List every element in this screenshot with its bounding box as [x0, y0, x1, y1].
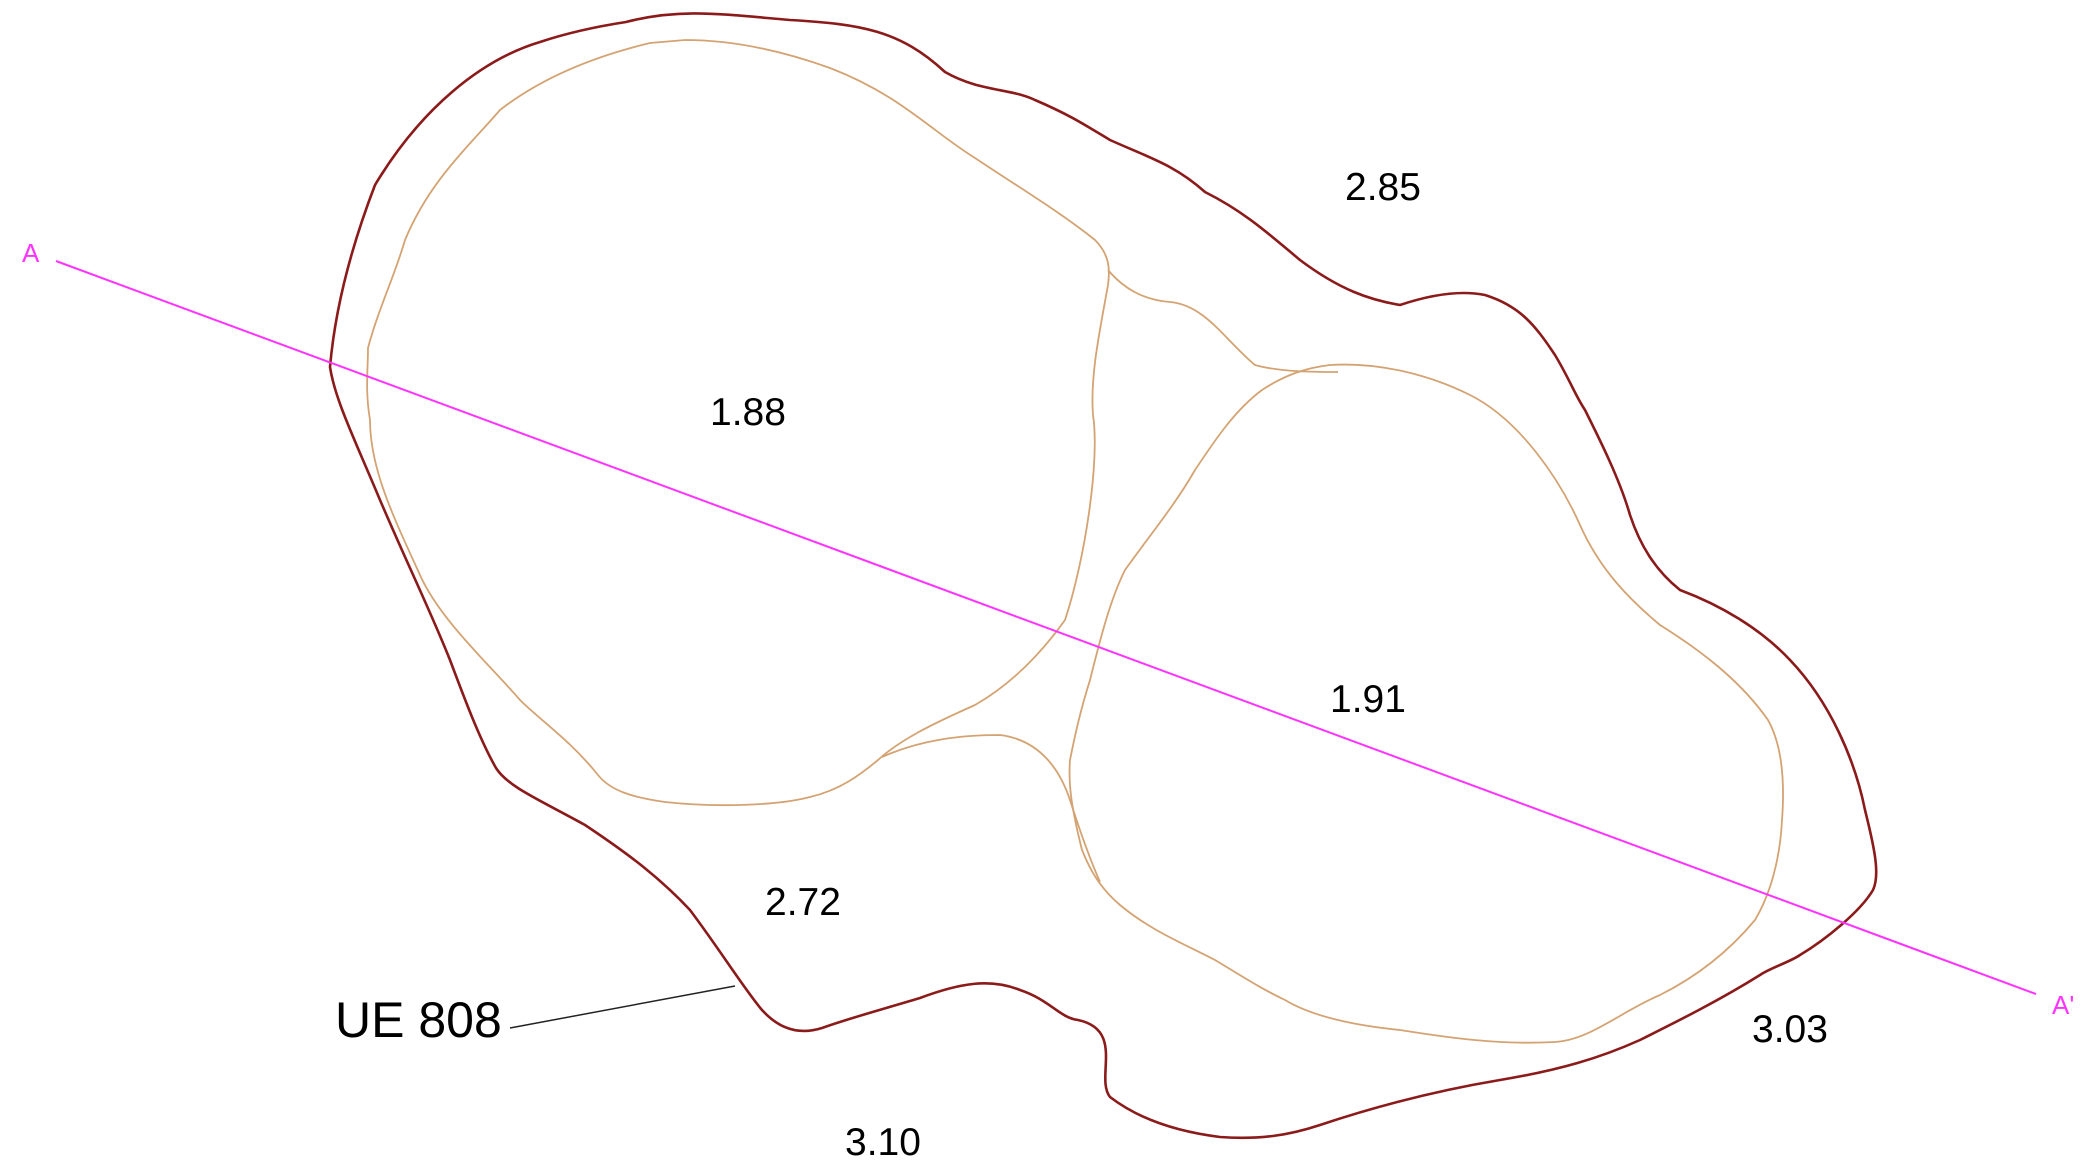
section-label-end: A' — [2052, 990, 2074, 1020]
elevation-bottom: 3.10 — [845, 1121, 921, 1163]
pit-right-outline — [1068, 363, 1784, 1044]
section-line — [55, 260, 2037, 995]
elevation-bottom-right: 3.03 — [1752, 1008, 1828, 1051]
unit-leader-line — [509, 985, 736, 1029]
elevation-bottom-left: 2.72 — [765, 881, 841, 924]
unit-label: UE 808 — [335, 992, 502, 1048]
elevation-right-pit: 1.91 — [1330, 678, 1406, 721]
elevation-left-pit: 1.88 — [710, 391, 786, 434]
pit-connector-bottom — [881, 734, 1101, 883]
pit-left-outline — [366, 39, 1110, 807]
section-label-start: A — [22, 238, 40, 268]
outer-cut-outline — [328, 12, 1878, 1140]
elevation-top-right: 2.85 — [1345, 166, 1421, 209]
pit-connector-top — [1107, 269, 1339, 373]
